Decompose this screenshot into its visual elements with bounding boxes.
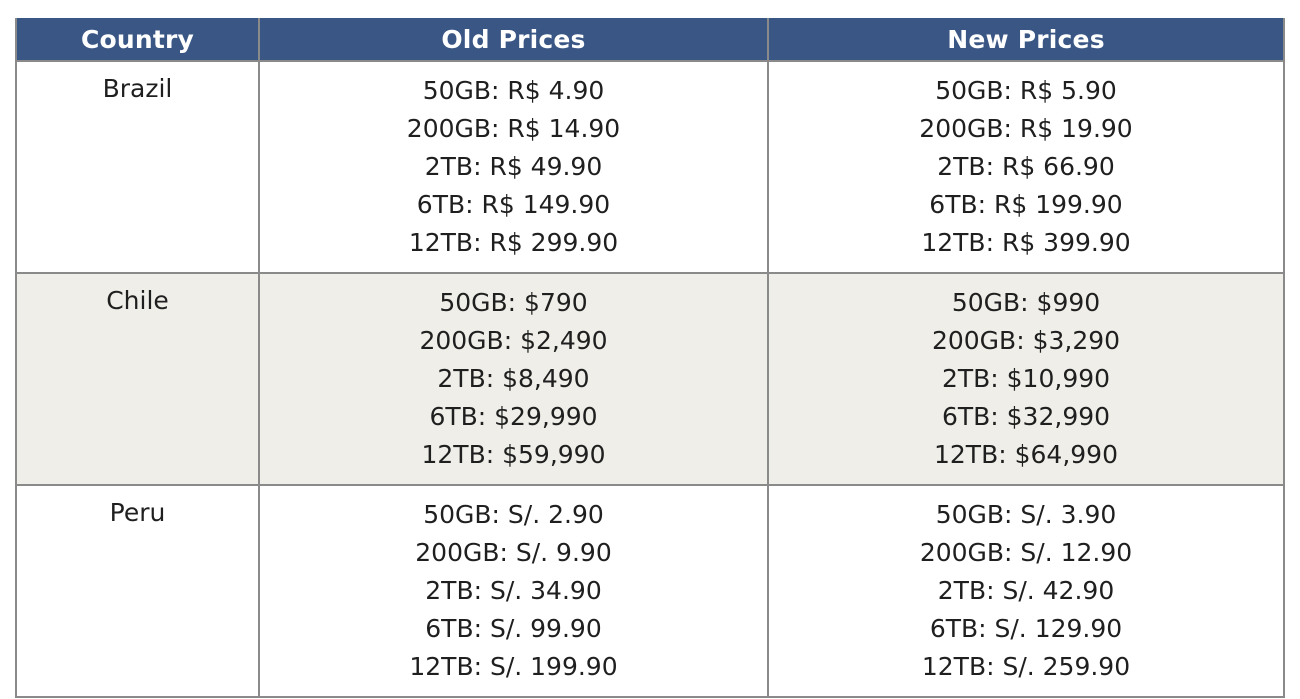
price-item: 200GB: S/. 9.90: [415, 538, 612, 567]
price-item: 50GB: S/. 2.90: [423, 500, 604, 529]
old-prices-cell: 50GB: S/. 2.90 200GB: S/. 9.90 2TB: S/. …: [258, 484, 769, 698]
price-item: 2TB: R$ 66.90: [937, 152, 1115, 181]
old-prices-cell: 50GB: R$ 4.90 200GB: R$ 14.90 2TB: R$ 49…: [258, 60, 769, 274]
price-item: 2TB: S/. 34.90: [425, 576, 602, 605]
new-prices-cell: 50GB: R$ 5.90 200GB: R$ 19.90 2TB: R$ 66…: [767, 60, 1285, 274]
header-old-prices: Old Prices: [258, 18, 769, 62]
country-cell: Chile: [15, 272, 260, 486]
new-prices-cell: 50GB: S/. 3.90 200GB: S/. 12.90 2TB: S/.…: [767, 484, 1285, 698]
table-row: Chile 50GB: $790 200GB: $2,490 2TB: $8,4…: [15, 272, 1285, 486]
table-row: Brazil 50GB: R$ 4.90 200GB: R$ 14.90 2TB…: [15, 60, 1285, 274]
price-item: 12TB: S/. 199.90: [409, 652, 618, 681]
table-header-row: Country Old Prices New Prices: [15, 18, 1285, 62]
new-price-list: 50GB: R$ 5.90 200GB: R$ 19.90 2TB: R$ 66…: [769, 62, 1283, 272]
price-item: 200GB: $2,490: [419, 326, 608, 355]
country-cell: Brazil: [15, 60, 260, 274]
price-item: 50GB: $790: [439, 288, 588, 317]
price-item: 200GB: R$ 14.90: [406, 114, 621, 143]
price-item: 12TB: R$ 399.90: [921, 228, 1131, 257]
country-name: Peru: [109, 498, 166, 527]
price-item: 2TB: R$ 49.90: [424, 152, 603, 181]
price-comparison-table: Country Old Prices New Prices Brazil 50G…: [15, 18, 1285, 698]
price-item: 6TB: R$ 199.90: [929, 190, 1123, 219]
country-cell: Peru: [15, 484, 260, 698]
price-item: 200GB: S/. 12.90: [919, 538, 1133, 567]
header-country: Country: [15, 18, 260, 62]
new-price-list: 50GB: $990 200GB: $3,290 2TB: $10,990 6T…: [769, 274, 1283, 484]
old-price-list: 50GB: S/. 2.90 200GB: S/. 9.90 2TB: S/. …: [260, 486, 767, 696]
price-item: 6TB: S/. 99.90: [425, 614, 602, 643]
price-item: 2TB: $8,490: [437, 364, 590, 393]
price-item: 12TB: $64,990: [934, 440, 1118, 469]
country-name: Brazil: [102, 74, 173, 103]
price-item: 50GB: S/. 3.90: [935, 500, 1117, 529]
new-prices-cell: 50GB: $990 200GB: $3,290 2TB: $10,990 6T…: [767, 272, 1285, 486]
price-item: 6TB: S/. 129.90: [929, 614, 1123, 643]
price-item: 50GB: R$ 5.90: [935, 76, 1117, 105]
price-item: 12TB: S/. 259.90: [921, 652, 1131, 681]
table-row: Peru 50GB: S/. 2.90 200GB: S/. 9.90 2TB:…: [15, 484, 1285, 698]
price-item: 2TB: S/. 42.90: [937, 576, 1115, 605]
old-price-list: 50GB: R$ 4.90 200GB: R$ 14.90 2TB: R$ 49…: [260, 62, 767, 272]
price-table-container: Country Old Prices New Prices Brazil 50G…: [15, 18, 1285, 698]
price-item: 200GB: $3,290: [931, 326, 1121, 355]
price-item: 6TB: $32,990: [941, 402, 1111, 431]
new-price-list: 50GB: S/. 3.90 200GB: S/. 12.90 2TB: S/.…: [769, 486, 1283, 696]
price-item: 50GB: R$ 4.90: [422, 76, 605, 105]
price-item: 12TB: $59,990: [421, 440, 606, 469]
country-name: Chile: [106, 286, 169, 315]
price-item: 6TB: $29,990: [429, 402, 598, 431]
price-item: 12TB: R$ 299.90: [408, 228, 619, 257]
old-prices-cell: 50GB: $790 200GB: $2,490 2TB: $8,490 6TB…: [258, 272, 769, 486]
price-item: 50GB: $990: [951, 288, 1101, 317]
price-item: 6TB: R$ 149.90: [416, 190, 611, 219]
old-price-list: 50GB: $790 200GB: $2,490 2TB: $8,490 6TB…: [260, 274, 767, 484]
price-item: 2TB: $10,990: [941, 364, 1111, 393]
price-item: 200GB: R$ 19.90: [919, 114, 1133, 143]
header-new-prices: New Prices: [767, 18, 1285, 62]
